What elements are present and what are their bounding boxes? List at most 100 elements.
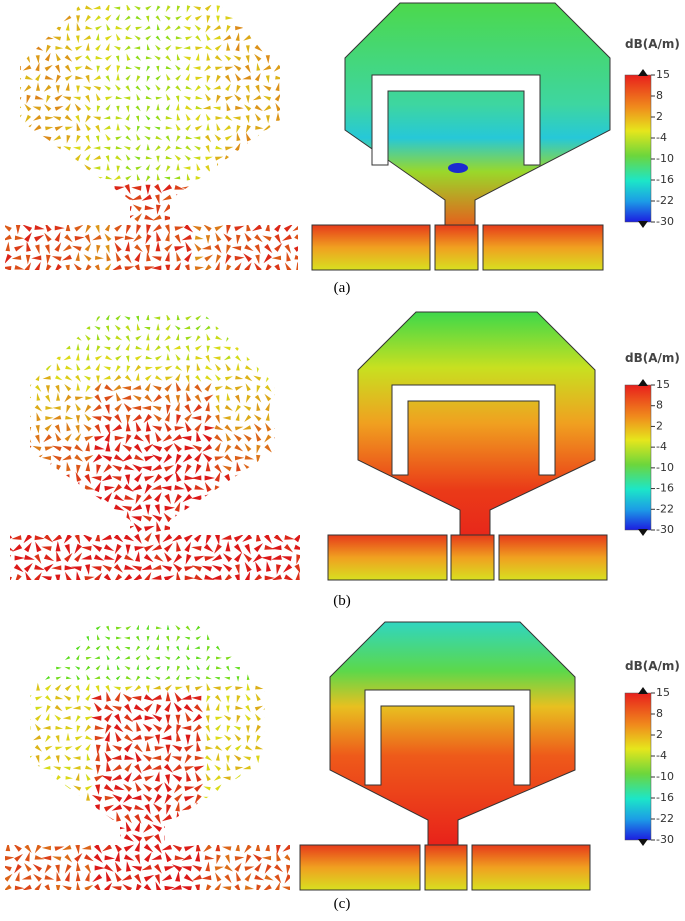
arrow: [114, 84, 121, 91]
arrow: [203, 543, 214, 553]
arrow: [84, 145, 92, 152]
arrow: [35, 696, 43, 701]
arrow: [192, 444, 202, 452]
arrow: [165, 264, 171, 270]
slot: [371, 74, 541, 166]
arrow: [5, 266, 12, 270]
arrow: [94, 15, 101, 22]
arrow: [36, 682, 40, 691]
arrow: [206, 733, 211, 741]
arrow: [97, 634, 100, 641]
arrow: [45, 325, 52, 330]
arrow: [54, 524, 65, 530]
arrow: [273, 325, 281, 330]
arrow: [262, 884, 272, 890]
arrow: [14, 235, 25, 241]
arrow: [163, 543, 173, 553]
arrow: [234, 73, 242, 82]
arrow: [84, 185, 91, 191]
arrow: [284, 544, 294, 553]
arrow: [246, 335, 250, 343]
arrow: [105, 96, 113, 101]
arrow: [175, 365, 183, 371]
arrow: [44, 335, 51, 340]
arrow: [246, 212, 251, 221]
arrow: [186, 664, 190, 671]
arrow: [265, 15, 270, 24]
arrow: [184, 404, 192, 414]
arrow: [25, 254, 31, 265]
arrow: [274, 154, 282, 163]
arrow: [24, 626, 31, 630]
arrow: [246, 834, 251, 844]
arrow: [134, 244, 143, 252]
arrow: [45, 364, 52, 371]
arrow: [165, 376, 174, 381]
arrow: [204, 526, 215, 532]
arrow: [295, 521, 300, 533]
arrow: [114, 553, 122, 564]
arrow: [195, 194, 202, 201]
arrow: [276, 685, 281, 694]
arrow: [146, 636, 150, 642]
arrow: [294, 532, 300, 543]
arrow: [234, 862, 242, 872]
arrow: [275, 501, 281, 512]
arrow: [175, 824, 181, 835]
arrow: [154, 345, 161, 351]
arrow: [46, 822, 52, 832]
panel: [10, 311, 608, 581]
arrow: [174, 692, 182, 703]
arrow: [244, 571, 251, 580]
arrow: [111, 264, 122, 270]
arrow: [254, 44, 263, 52]
arrow: [175, 123, 181, 131]
arrow: [125, 35, 133, 40]
arrow: [236, 695, 241, 704]
arrow: [44, 104, 52, 112]
arrow: [224, 824, 233, 833]
arrow: [26, 402, 30, 411]
arrow: [264, 24, 272, 33]
arrow: [216, 94, 221, 104]
arrow: [104, 521, 112, 533]
arrow: [251, 484, 263, 492]
arrow: [275, 333, 281, 341]
arrow: [191, 546, 202, 551]
arrow: [175, 354, 181, 361]
arrow: [65, 264, 70, 270]
arrow: [123, 146, 131, 151]
arrow: [85, 657, 92, 660]
arrow: [283, 125, 292, 130]
arrow: [184, 155, 191, 161]
arrow: [95, 764, 101, 775]
arrow: [243, 434, 252, 442]
arrow: [203, 844, 212, 853]
arrow: [73, 96, 81, 101]
arrow: [162, 434, 172, 442]
arrow: [264, 832, 272, 842]
arrow: [243, 405, 252, 411]
arrow: [135, 551, 140, 562]
arrow: [264, 5, 274, 12]
hotspot: [448, 163, 468, 173]
arrow: [255, 192, 260, 201]
arrow: [154, 492, 162, 503]
arrow: [256, 675, 260, 682]
arrow: [243, 756, 251, 761]
arrow: [24, 844, 32, 853]
arrow: [85, 564, 91, 575]
arrow: [153, 783, 163, 793]
arrow: [145, 164, 150, 171]
arrow: [95, 804, 100, 815]
arrow: [5, 195, 12, 201]
arrow: [274, 423, 283, 432]
arrow: [124, 714, 134, 723]
arrow: [11, 255, 22, 260]
arrow: [93, 702, 102, 713]
arrow: [225, 786, 234, 791]
arrow: [166, 73, 171, 81]
arrow: [266, 625, 270, 632]
arrow: [234, 501, 242, 513]
arrow: [154, 126, 161, 130]
